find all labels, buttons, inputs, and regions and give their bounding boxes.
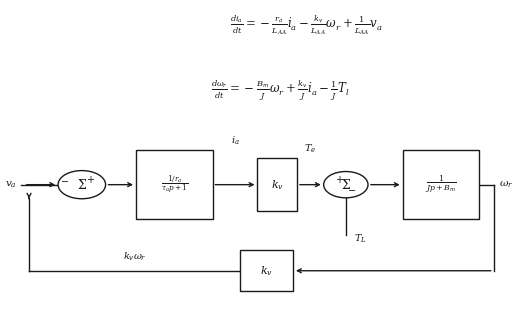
Text: $v_a$: $v_a$ [5,180,17,191]
Text: $\Sigma$: $\Sigma$ [341,178,351,192]
Text: $T_e$: $T_e$ [304,142,316,155]
Text: $\frac{di_a}{dt} = -\frac{r_a}{L_{AA}}i_a - \frac{k_v}{L_{AA}}\omega_r + \frac{1: $\frac{di_a}{dt} = -\frac{r_a}{L_{AA}}i_… [230,13,383,37]
Circle shape [58,171,106,199]
Text: $\Sigma$: $\Sigma$ [77,178,87,192]
Text: +: + [86,175,93,185]
Bar [136,150,212,219]
Text: $T_L$: $T_L$ [354,232,366,245]
Text: $k_v$: $k_v$ [260,264,273,278]
Text: +: + [335,175,343,185]
Text: −: − [61,177,69,187]
Text: $k_v$: $k_v$ [271,178,284,192]
Bar [402,150,479,219]
Circle shape [324,172,368,198]
Text: $\omega_r$: $\omega_r$ [499,180,513,191]
Text: $k_v \omega_r$: $k_v \omega_r$ [123,250,146,263]
Bar [240,250,293,291]
Text: −: − [348,186,356,196]
Text: $\frac{1}{Jp+B_m}$: $\frac{1}{Jp+B_m}$ [425,174,457,196]
Text: $\frac{d\omega_r}{dt} = -\frac{B_m}{J}\omega_r + \frac{k_v}{J}i_a - \frac{1}{J}T: $\frac{d\omega_r}{dt} = -\frac{B_m}{J}\o… [211,78,349,103]
Text: $i_a$: $i_a$ [231,135,239,147]
Text: $\frac{1/r_a}{\tau_a p+1}$: $\frac{1/r_a}{\tau_a p+1}$ [161,173,188,196]
Bar [258,158,297,211]
